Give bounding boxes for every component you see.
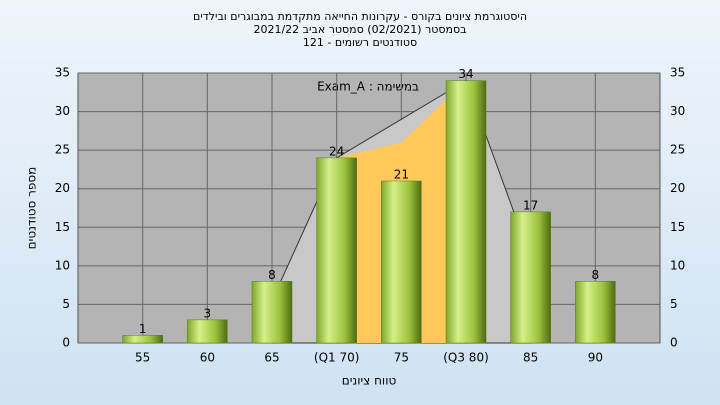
- y-tick-label: 10: [55, 258, 70, 272]
- y-tick-label: 20: [55, 181, 70, 195]
- bar: [510, 211, 551, 344]
- bar: [187, 319, 228, 344]
- y-axis-label: מספר סטודנטים: [25, 167, 39, 250]
- y2-tick-label: 5: [670, 297, 678, 311]
- y-tick-label: 15: [55, 220, 70, 234]
- y2-tick-label: 20: [670, 181, 685, 195]
- y2-tick-label: 30: [670, 104, 685, 118]
- y-tick-label: 5: [62, 297, 70, 311]
- data-label: 1: [139, 322, 147, 336]
- bar: [316, 157, 357, 344]
- y2-tick-label: 35: [670, 66, 685, 80]
- data-label: 21: [394, 168, 409, 182]
- bar: [122, 335, 163, 344]
- x-tick-label: 75: [394, 351, 409, 365]
- data-label: 17: [523, 198, 538, 212]
- y2-tick-label: 10: [670, 258, 685, 272]
- bar: [445, 80, 487, 344]
- bar: [251, 281, 293, 344]
- title-line: בסמסטר (02/2021) סמסטר אביב 2021/22: [253, 23, 466, 36]
- annotation: במשימה : Exam_A: [317, 80, 419, 94]
- data-label: 3: [204, 306, 212, 320]
- y2-tick-label: 25: [670, 143, 685, 157]
- y-tick-label: 35: [55, 66, 70, 80]
- y-tick-label: 30: [55, 104, 70, 118]
- x-tick-label: 65: [264, 351, 279, 365]
- title-line: סטודנטים רשומים - 121: [303, 36, 417, 49]
- x-tick-label: 85: [523, 351, 538, 365]
- x-tick-label: (Q3 80): [443, 351, 489, 365]
- data-label: 8: [592, 268, 600, 282]
- bar: [381, 180, 422, 344]
- x-tick-label: 55: [135, 351, 150, 365]
- y2-tick-label: 15: [670, 220, 685, 234]
- y-tick-label: 25: [55, 143, 70, 157]
- x-tick-label: 90: [588, 351, 603, 365]
- data-label: 34: [458, 67, 473, 81]
- bar: [575, 281, 616, 344]
- data-label: 24: [329, 144, 344, 158]
- y2-tick-label: 0: [670, 336, 678, 350]
- x-tick-label: (Q1 70): [314, 351, 360, 365]
- title-line: היסטוגרמת ציונים בקורס - עקרונות החייאה …: [193, 10, 527, 23]
- y-tick-label: 0: [62, 336, 70, 350]
- x-axis-label: טווח ציונים: [342, 374, 397, 388]
- x-tick-label: 60: [200, 351, 215, 365]
- data-label: 8: [268, 268, 276, 282]
